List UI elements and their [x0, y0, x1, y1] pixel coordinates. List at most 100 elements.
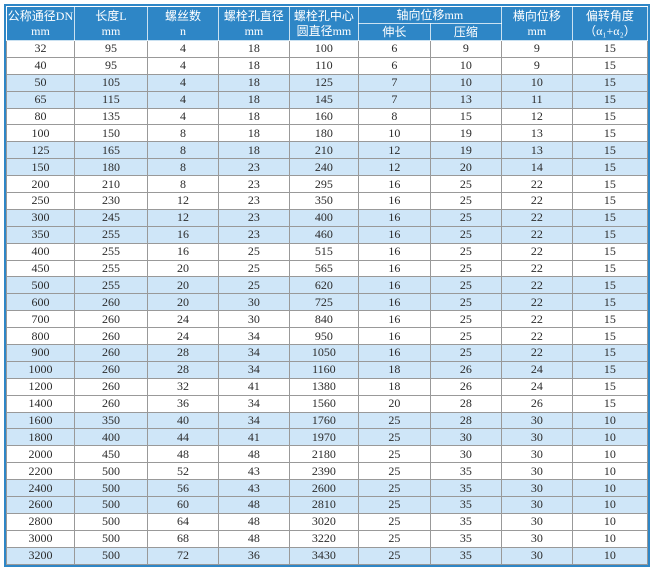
table-cell: 165 — [73, 141, 148, 160]
table-cell: 23 — [217, 175, 290, 194]
table-cell: 18 — [217, 56, 290, 75]
table-cell: 800 — [6, 327, 75, 346]
header-deflection-angle: 偏转角度 （α₁+α₂） — [571, 6, 649, 41]
table-row: 65 115 4 18 145 7 13 11 15 — [6, 90, 649, 109]
table-cell: 10 — [571, 479, 649, 498]
table-cell: 10 — [429, 73, 502, 92]
table-cell: 41 — [217, 428, 290, 447]
table-cell: 30 — [429, 428, 502, 447]
table-cell: 48 — [217, 496, 290, 514]
table-cell: 18 — [357, 377, 431, 396]
table-cell: 725 — [288, 293, 359, 312]
table-cell: 500 — [6, 276, 75, 295]
table-cell: 15 — [571, 175, 649, 194]
table-cell: 16 — [357, 208, 431, 227]
table-cell: 12 — [357, 141, 431, 160]
table-cell: 15 — [571, 225, 649, 244]
table-cell: 1160 — [288, 360, 359, 379]
table-cell: 30 — [500, 462, 573, 481]
table-cell: 23 — [217, 192, 290, 210]
table-cell: 25 — [357, 479, 431, 498]
table-cell: 20 — [146, 259, 219, 278]
table-cell: 4 — [146, 90, 219, 109]
table-cell: 15 — [571, 377, 649, 396]
table-cell: 145 — [288, 90, 359, 109]
table-row: 900 260 28 34 1050 16 25 22 15 — [6, 344, 649, 362]
table-cell: 22 — [500, 242, 573, 261]
table-cell: 25 — [357, 428, 431, 447]
table-cell: 10 — [571, 428, 649, 447]
table-cell: 15 — [571, 208, 649, 227]
table-cell: 28 — [429, 411, 502, 430]
table-cell: 10 — [571, 496, 649, 514]
table-cell: 32 — [6, 40, 75, 58]
table-row: 2200 500 52 43 2390 25 35 30 10 — [6, 462, 649, 481]
table-cell: 15 — [571, 56, 649, 75]
table-cell: 260 — [73, 344, 148, 362]
table-row: 700 260 24 30 840 16 25 22 15 — [6, 310, 649, 329]
table-cell: 1970 — [288, 428, 359, 447]
table-cell: 25 — [357, 529, 431, 548]
table-cell: 2810 — [288, 496, 359, 514]
table-cell: 12 — [146, 208, 219, 227]
table-cell: 25 — [217, 276, 290, 295]
table-cell: 400 — [288, 208, 359, 227]
table-cell: 950 — [288, 327, 359, 346]
table-cell: 36 — [217, 546, 290, 565]
table-cell: 900 — [6, 344, 75, 362]
table-row: 250 230 12 23 350 16 25 22 15 — [6, 192, 649, 210]
table-cell: 15 — [571, 124, 649, 143]
table-cell: 15 — [429, 107, 502, 126]
table-row: 2600 500 60 48 2810 25 35 30 10 — [6, 496, 649, 514]
table-cell: 3020 — [288, 512, 359, 531]
table-row: 200 210 8 23 295 16 25 22 15 — [6, 175, 649, 194]
table-cell: 25 — [429, 276, 502, 295]
table-row: 450 255 20 25 565 16 25 22 15 — [6, 259, 649, 278]
table-cell: 460 — [288, 225, 359, 244]
table-cell: 22 — [500, 192, 573, 210]
table-cell: 95 — [73, 40, 148, 58]
table-cell: 30 — [500, 428, 573, 447]
table-cell: 7 — [357, 90, 431, 109]
table-cell: 20 — [146, 276, 219, 295]
table-cell: 11 — [500, 90, 573, 109]
table-cell: 8 — [146, 158, 219, 177]
table-cell: 12 — [146, 192, 219, 210]
header-screw-count-line1: 螺丝数 — [164, 8, 201, 23]
table-row: 350 255 16 23 460 16 25 22 15 — [6, 225, 649, 244]
table-cell: 23 — [217, 158, 290, 177]
table-cell: 515 — [288, 242, 359, 261]
table-cell: 19 — [429, 141, 502, 160]
table-cell: 34 — [217, 360, 290, 379]
table-cell: 210 — [73, 175, 148, 194]
table-cell: 16 — [357, 293, 431, 312]
table-cell: 22 — [500, 293, 573, 312]
table-cell: 500 — [73, 479, 148, 498]
table-cell: 35 — [429, 529, 502, 548]
table-cell: 48 — [217, 529, 290, 548]
table-cell: 260 — [73, 360, 148, 379]
table-cell: 260 — [73, 310, 148, 329]
header-deflection-angle-line1: 偏转角度 — [585, 8, 634, 23]
table-cell: 25 — [429, 259, 502, 278]
header-length: 长度L mm — [73, 6, 148, 41]
table-cell: 25 — [429, 208, 502, 227]
table-cell: 15 — [571, 310, 649, 329]
table-cell: 115 — [73, 90, 148, 109]
table-row: 3000 500 68 48 3220 25 35 30 10 — [6, 529, 649, 548]
table-cell: 135 — [73, 107, 148, 126]
table-cell: 25 — [429, 327, 502, 346]
table-cell: 9 — [429, 40, 502, 58]
table-cell: 700 — [6, 310, 75, 329]
table-row: 80 135 4 18 160 8 15 12 15 — [6, 107, 649, 126]
table-cell: 16 — [357, 276, 431, 295]
table-cell: 8 — [357, 107, 431, 126]
table-cell: 1800 — [6, 428, 75, 447]
table-cell: 15 — [571, 158, 649, 177]
table-cell: 1380 — [288, 377, 359, 396]
table-cell: 64 — [146, 512, 219, 531]
table-cell: 25 — [429, 225, 502, 244]
table-cell: 25 — [429, 242, 502, 261]
table-cell: 3430 — [288, 546, 359, 565]
table-cell: 15 — [571, 360, 649, 379]
